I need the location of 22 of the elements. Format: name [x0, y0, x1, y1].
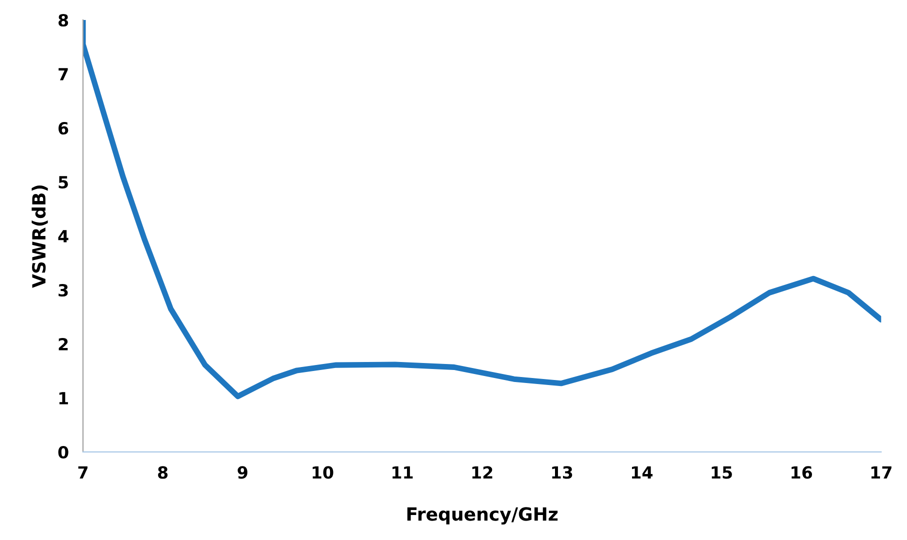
x-tick-label: 17: [871, 466, 892, 479]
y-axis-title: VSWR(dB): [32, 186, 48, 288]
x-axis-title: Frequency/GHz: [407, 507, 558, 524]
y-tick-label: 3: [58, 284, 68, 297]
y-tick-label: 2: [58, 338, 68, 350]
y-tick-label: 6: [58, 122, 68, 135]
x-tick-label: 14: [632, 466, 653, 479]
x-tick-label: 8: [158, 466, 168, 479]
x-tick-label: 16: [792, 466, 812, 479]
x-tick-label: 9: [238, 466, 248, 479]
y-tick-label: 5: [58, 176, 68, 189]
x-tick-label: 11: [392, 466, 413, 479]
x-tick-label: 10: [312, 466, 334, 479]
y-tick-label: 4: [58, 230, 68, 242]
y-tick-label: 8: [58, 14, 68, 27]
x-tick-label: 7: [78, 466, 88, 479]
y-tick-label: 0: [58, 446, 68, 459]
x-tick-label: 13: [552, 466, 572, 479]
x-tick-label: 15: [712, 466, 732, 479]
y-tick-label: 1: [59, 392, 68, 404]
y-tick-label: 7: [58, 68, 68, 80]
x-tick-label: 12: [472, 466, 492, 479]
